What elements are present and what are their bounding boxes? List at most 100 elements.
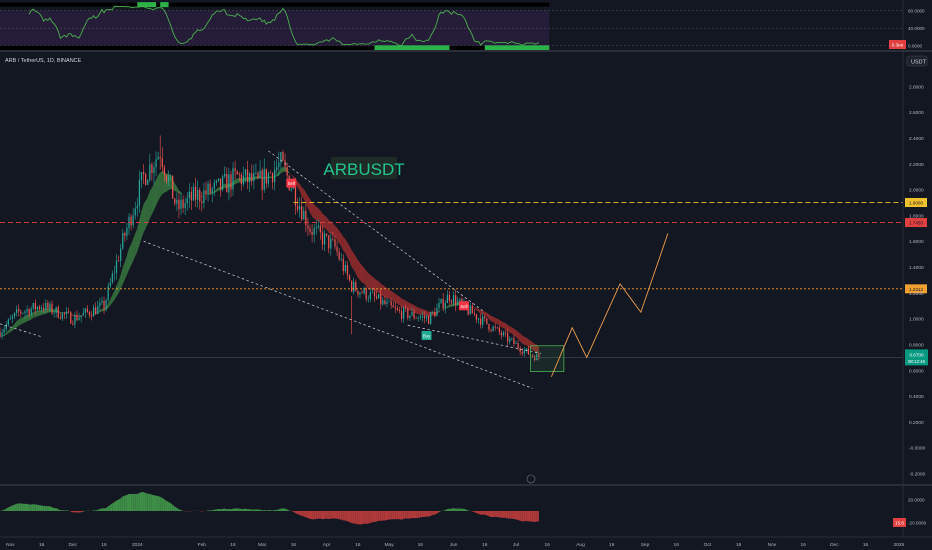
candle-body [488,324,490,330]
candle-body [317,225,319,227]
bottom-osc-area [33,504,36,511]
title-box [331,157,397,179]
bottom-osc-area [64,510,67,511]
candle-body [120,248,122,261]
ribbon-segment [29,313,32,321]
candle-body [90,315,93,317]
ribbon-segment [399,296,402,308]
symbol-label[interactable]: ARB / TetherUS, 1D, BINANCE [5,58,82,64]
ribbon-segment [474,306,477,311]
candle-body [367,299,369,300]
ribbon-segment [143,200,146,233]
bottom-osc-area [147,493,150,511]
candle-body [330,238,332,249]
projection-path[interactable] [550,233,669,377]
bottom-osc-area [399,511,402,520]
candle-body [5,324,7,330]
candle-body [80,315,82,318]
candle-body [417,318,419,319]
bottom-osc-area [362,511,365,525]
bottom-oscillator-panel [0,492,539,525]
ribbon-segment [501,321,504,329]
bottom-osc-area [359,511,363,525]
ribbon-segment [20,317,23,325]
time-tick-label: Feb [198,542,207,548]
price-tick-label: 2.2000 [909,162,924,168]
candle-body [219,178,222,190]
bottom-osc-area [328,511,331,520]
candle-body [138,179,141,206]
ribbon-segment [439,309,442,313]
bottom-osc-area [66,510,69,511]
candle-body [207,183,209,195]
ribbon-segment [451,302,454,307]
last-price-label: 0.6700 [909,352,923,357]
candle-body [86,308,89,312]
ribbon-segment [513,328,516,337]
bottom-osc-area [301,511,304,517]
bottom-osc-area [497,511,500,518]
candle-body [136,205,138,209]
candle-body [190,191,193,201]
bottom-osc-area [528,511,531,522]
bottom-osc-area [280,508,283,511]
time-tick-label: Dec [69,542,78,548]
ribbon-segment [420,308,423,315]
time-tick-label: 2024 [132,542,143,548]
bottom-osc-area [397,511,400,520]
ribbon-segment [374,278,377,293]
bottom-osc-area [74,511,77,513]
candle-body [32,302,34,309]
candle-body [124,232,126,236]
bottom-osc-area [114,500,117,511]
top-osc-signal-block [137,2,157,8]
bottom-osc-area [153,495,157,511]
ribbon-segment [47,307,50,313]
bottom-osc-area [393,511,396,520]
top-osc-badge [889,40,906,49]
bottom-osc-area [384,511,387,521]
candle-body [534,356,536,361]
ribbon-segment [33,311,36,319]
candle-body [521,351,523,354]
candle-body [344,264,347,272]
time-tick-label: Oct [704,542,712,548]
bottom-osc-area [158,496,161,511]
top-oscillator-panel [0,2,903,51]
candle-body [217,178,220,181]
ribbon-segment [122,261,125,284]
bottom-osc-area [470,510,473,512]
candle-body [396,308,399,311]
bottom-osc-area [228,508,231,511]
candle-body [442,298,444,309]
time-tick-label: May [385,542,395,548]
candle-body [63,312,66,315]
ribbon-segment [407,301,410,311]
ribbon-segment [345,239,348,258]
target-box[interactable] [530,345,565,372]
candle-body [332,238,334,240]
time-tick-label: 16 [482,542,488,548]
ribbon-segment [499,319,502,328]
bottom-osc-area [249,509,252,511]
bottom-osc-area [447,508,450,511]
ribbon-segment [476,308,479,312]
bottom-osc-area [230,508,234,511]
main-price-panel[interactable]: Sell Buy Sell [0,135,903,389]
currency-button[interactable] [906,55,928,67]
bottom-osc-area [264,509,267,511]
ribbon-segment [384,286,387,299]
candle-body [151,164,153,174]
bottom-osc-area [10,505,13,511]
bottom-osc-area [176,507,179,511]
time-tick-label: Jul [513,542,519,548]
ribbon-segment [328,220,331,235]
top-osc-signal-block [374,45,450,51]
candle-body [296,205,299,210]
candle-body [45,302,47,311]
bottom-osc-area [178,509,182,511]
bottom-osc-area [285,508,288,511]
candle-body [486,318,488,325]
candle-body [271,173,274,183]
